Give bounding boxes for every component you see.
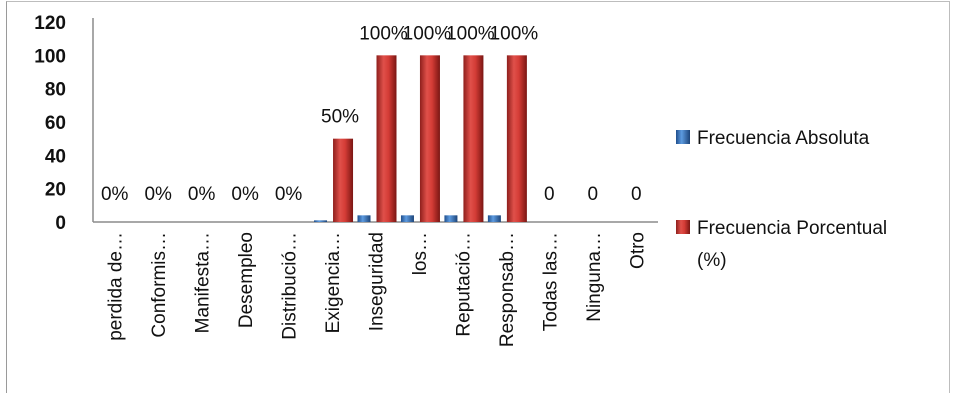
- legend-label: Frecuencia Absoluta: [697, 128, 870, 149]
- data-label: 0%: [101, 184, 129, 205]
- y-tick-label: 120: [34, 13, 66, 34]
- data-label: 0%: [188, 184, 216, 205]
- y-tick-label: 60: [45, 113, 66, 134]
- data-label: 100%: [403, 23, 452, 44]
- bar-frecuencia-porcentual: [463, 55, 483, 222]
- bar-frecuencia-porcentual: [420, 55, 440, 222]
- category-label: Otro: [627, 232, 648, 269]
- data-label: 0: [631, 184, 642, 205]
- bar-frecuencia-absoluta: [401, 215, 414, 222]
- bar-frecuencia-absoluta: [488, 215, 501, 222]
- data-label: 50%: [321, 107, 359, 128]
- data-label: 0: [544, 184, 555, 205]
- bar-frecuencia-porcentual: [507, 55, 527, 222]
- bar-frecuencia-porcentual: [377, 55, 397, 222]
- y-tick-label: 20: [45, 180, 66, 201]
- bar-frecuencia-porcentual: [333, 139, 353, 222]
- data-label: 100%: [359, 23, 408, 44]
- category-label: Conformis…: [149, 232, 170, 338]
- y-tick-label: 40: [45, 146, 66, 167]
- bars: [314, 55, 527, 222]
- category-label: perdida de…: [106, 232, 127, 341]
- data-label: 0%: [231, 184, 259, 205]
- data-label: 0%: [144, 184, 172, 205]
- data-label: 0%: [275, 184, 303, 205]
- category-label: Todas las…: [540, 232, 561, 331]
- category-label: Exigencia…: [323, 232, 344, 333]
- legend-swatch-porcentual: [676, 220, 690, 234]
- data-label: 100%: [446, 23, 495, 44]
- bar-frecuencia-absoluta: [314, 220, 327, 222]
- legend: Frecuencia Absoluta Frecuencia Porcentual…: [676, 128, 887, 271]
- bar-frecuencia-absoluta: [358, 215, 371, 222]
- category-label: Distribució…: [280, 232, 301, 340]
- bar-frecuencia-absoluta: [444, 215, 457, 222]
- category-label: Desempleo: [236, 232, 257, 328]
- category-label: Manifesta…: [193, 232, 214, 333]
- labels: 0% perdida de… 0% Conformis… 0% Manifesta… 0% D…: [101, 23, 648, 347]
- category-label: los…: [410, 232, 431, 275]
- data-label: 0: [588, 184, 599, 205]
- y-tick-label: 0: [55, 213, 66, 234]
- data-label: 100%: [490, 23, 539, 44]
- category-label: Inseguridad: [367, 232, 388, 331]
- legend-label: Frecuencia Porcentual: [697, 218, 887, 239]
- category-label: Ninguna…: [584, 232, 605, 322]
- y-tick-label: 100: [34, 46, 66, 67]
- legend-swatch-absoluta: [676, 130, 690, 144]
- legend-label: (%): [697, 250, 727, 271]
- category-label: Reputació…: [453, 232, 474, 337]
- category-label: Responsab…: [497, 232, 518, 347]
- y-tick-label: 80: [45, 80, 66, 101]
